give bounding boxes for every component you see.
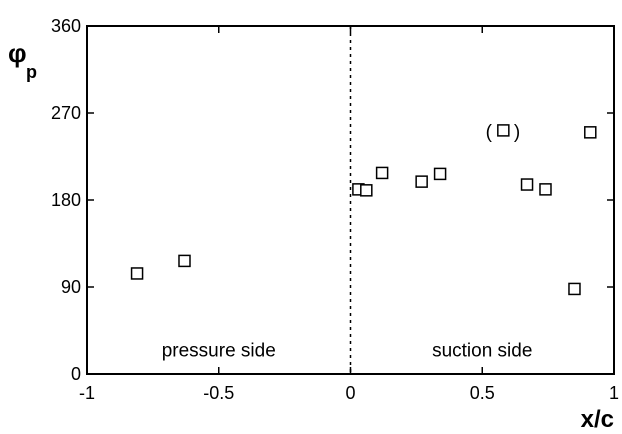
data-point-square [130,267,144,280]
ticks-group [86,25,615,375]
data-point-square [497,124,510,137]
data-point-square [584,126,597,139]
annotations-group: pressure side suction side () [162,122,533,361]
x-tick-label: 1 [609,383,619,403]
data-point-square [568,282,581,296]
x-tick-label: 0.5 [470,383,495,403]
y-axis-label-main: φ [8,38,27,68]
annotation-parenthesis: ( [486,122,493,143]
y-tick-label: 360 [51,16,81,36]
data-point-square [360,184,373,197]
y-axis-label-subscript: p [26,62,37,82]
annotation-label: pressure side [162,341,276,362]
x-tick-label: 0 [345,383,355,403]
y-tick-label: 90 [61,277,81,297]
y-tick-label: 0 [71,364,81,384]
data-points-group [130,124,597,296]
x-tick-label: -0.5 [203,383,234,403]
annotation-parenthesis: ) [514,122,520,143]
plot-frame-group [86,25,615,375]
x-tick-label: -1 [79,383,95,403]
y-tick-label: 270 [51,103,81,123]
x-axis-label: x/c [581,406,614,433]
data-point-square [520,178,534,191]
tick-labels-group: -1 -0.5 0 0.5 1 0 90 180 270 360 [51,16,619,403]
data-point-square [415,175,428,188]
data-point-square [375,166,389,180]
data-point-square [539,183,552,196]
axis-labels-group: φ p x/c [8,38,614,433]
data-point-square [178,254,191,268]
y-tick-label: 180 [51,190,81,210]
annotation-label: suction side [432,341,532,362]
data-point-square [433,167,447,181]
